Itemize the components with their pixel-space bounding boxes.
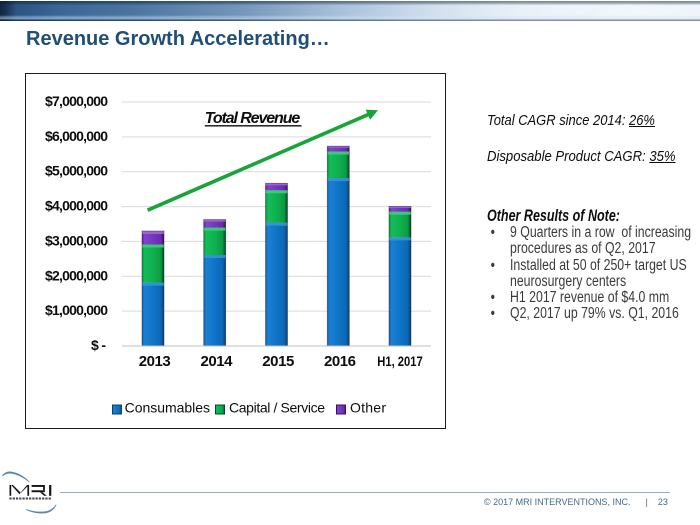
- svg-text:2014: 2014: [201, 353, 234, 370]
- svg-text:2016: 2016: [324, 353, 356, 370]
- svg-text:$7,000,000: $7,000,000: [45, 93, 108, 109]
- svg-text:Other: Other: [350, 400, 386, 416]
- svg-text:Total Revenue: Total Revenue: [205, 110, 301, 127]
- svg-text:$3,000,000: $3,000,000: [45, 232, 108, 248]
- svg-text:2013: 2013: [139, 353, 171, 370]
- svg-text:H1, 2017: H1, 2017: [377, 353, 423, 369]
- svg-text:$-: $-: [91, 337, 106, 353]
- svg-text:2015: 2015: [262, 353, 294, 370]
- svg-text:$2,000,000: $2,000,000: [45, 267, 108, 283]
- svg-text:$4,000,000: $4,000,000: [45, 198, 108, 214]
- svg-text:$5,000,000: $5,000,000: [45, 163, 108, 179]
- svg-text:Capital / Service: Capital / Service: [229, 400, 325, 416]
- svg-text:$6,000,000: $6,000,000: [45, 128, 108, 144]
- svg-text:Consumables: Consumables: [125, 400, 210, 416]
- svg-text:$1,000,000: $1,000,000: [45, 302, 108, 318]
